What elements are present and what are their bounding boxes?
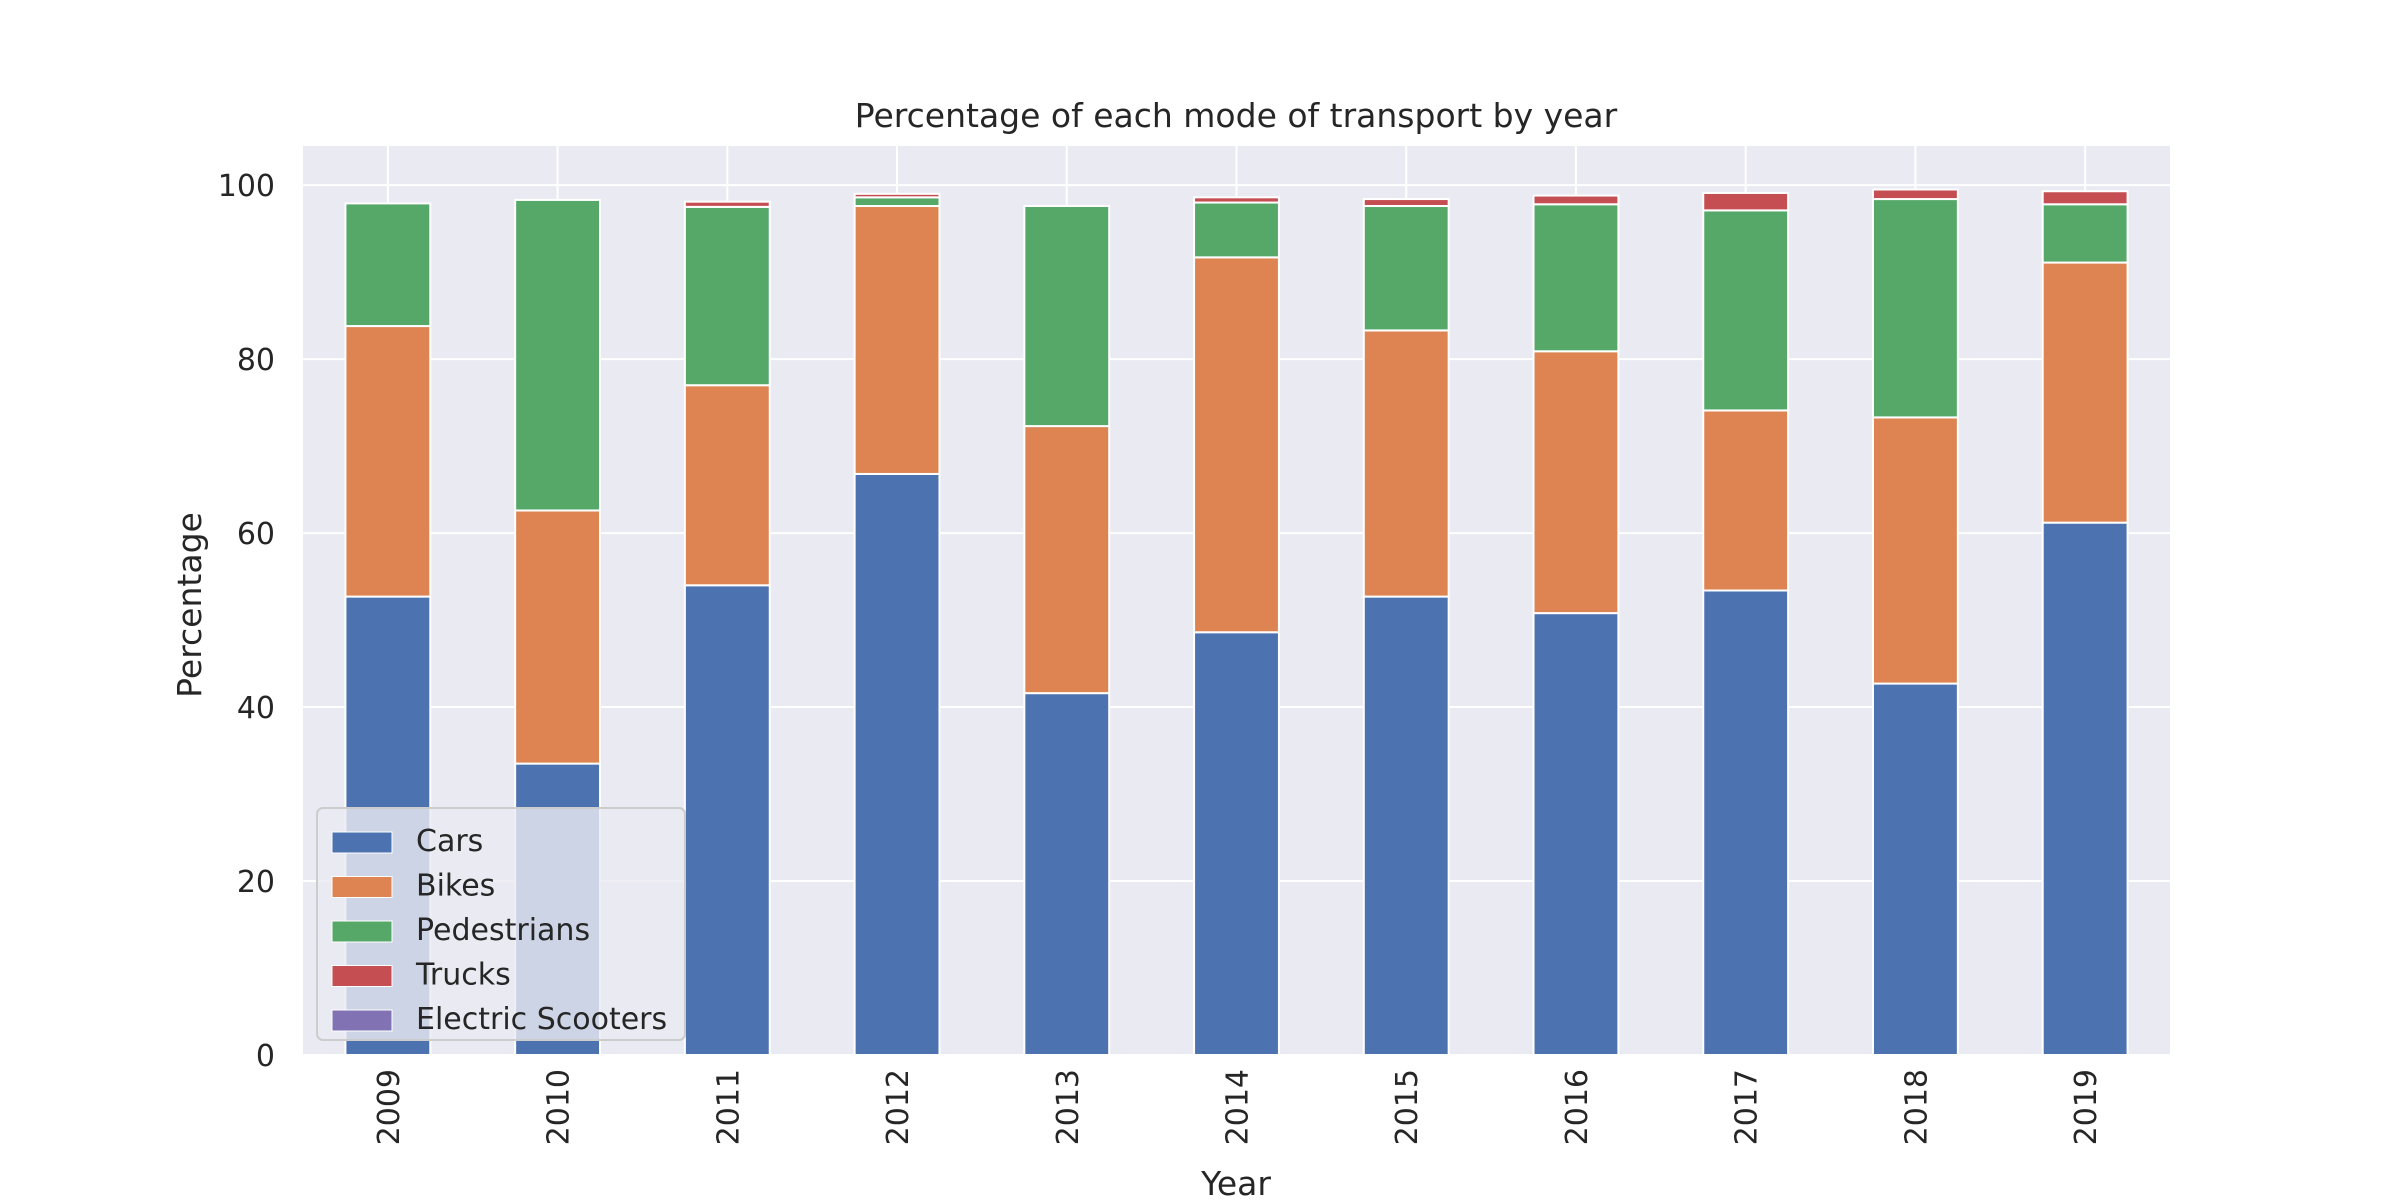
bar-segment-bikes-2013	[1023, 425, 1111, 695]
legend-swatch	[331, 965, 393, 987]
y-tick-label: 0	[256, 1039, 275, 1074]
bar-segment-cars-2011	[683, 584, 771, 1056]
x-tick-label: 2009	[372, 1069, 407, 1145]
bar-segment-trucks-2011	[683, 200, 771, 208]
bar-segment-pedestrians-2017	[1702, 209, 1790, 412]
x-tick-label: 2014	[1221, 1069, 1256, 1145]
bar-segment-bikes-2009	[344, 325, 432, 598]
x-tick-label: 2016	[1560, 1069, 1595, 1145]
bar-segment-pedestrians-2009	[344, 202, 432, 328]
bar-segment-trucks-2016	[1532, 194, 1620, 206]
y-axis-label: Percentage	[170, 512, 209, 698]
bar-segment-trucks-2019	[2041, 190, 2129, 206]
legend-label: Cars	[416, 824, 483, 859]
bar-segment-bikes-2012	[853, 205, 941, 475]
x-tick-label: 2011	[711, 1069, 746, 1145]
bar-segment-cars-2013	[1023, 692, 1111, 1056]
bar-segment-bikes-2011	[683, 384, 771, 587]
x-tick-label: 2015	[1390, 1069, 1425, 1145]
x-tick-label: 2019	[2069, 1069, 2104, 1145]
bar-segment-pedestrians-2018	[1871, 198, 1959, 419]
y-tick-label: 20	[237, 865, 275, 900]
x-tick-label: 2012	[881, 1069, 916, 1145]
bar-segment-trucks-2014	[1193, 196, 1280, 204]
bar-segment-cars-2019	[2041, 521, 2129, 1056]
bar-segment-trucks-2017	[1702, 191, 1790, 212]
bar-segment-bikes-2010	[514, 509, 602, 765]
bar-segment-cars-2016	[1532, 612, 1620, 1056]
legend: Cars Bikes Pedestrians Trucks Electric Scoot…	[316, 807, 686, 1041]
y-tick-label: 80	[237, 343, 275, 378]
legend-label: Bikes	[416, 869, 495, 904]
x-tick-label: 2018	[1899, 1069, 1934, 1145]
bar-segment-bikes-2016	[1532, 350, 1620, 615]
legend-swatch	[331, 831, 393, 854]
legend-swatch	[331, 876, 393, 898]
bar-segment-bikes-2014	[1193, 256, 1280, 634]
y-tick-label: 40	[237, 691, 275, 726]
bar-segment-cars-2014	[1193, 631, 1280, 1056]
y-tick-label: 100	[218, 169, 275, 204]
bar-segment-bikes-2015	[1362, 329, 1450, 598]
bar-segment-trucks-2018	[1871, 188, 1959, 201]
legend-swatch	[331, 1009, 393, 1032]
bar-segment-cars-2017	[1702, 589, 1790, 1056]
y-tick-label: 60	[237, 517, 275, 552]
bar-segment-trucks-2015	[1362, 198, 1450, 208]
x-axis-label: Year	[1200, 1164, 1271, 1200]
bar-segment-cars-2012	[853, 472, 941, 1056]
bar-segment-bikes-2017	[1702, 409, 1790, 592]
bar-segment-bikes-2019	[2041, 261, 2129, 524]
bar-segment-cars-2018	[1871, 682, 1959, 1056]
bar-segment-trucks-2012	[853, 192, 941, 199]
legend-label: Pedestrians	[416, 913, 590, 948]
bar-segment-pedestrians-2011	[683, 205, 771, 387]
y-tick-labels: 0 20 40 60 80 100	[218, 169, 275, 1074]
bar-segment-bikes-2018	[1871, 416, 1959, 685]
legend-box	[316, 807, 686, 1041]
x-tick-label: 2013	[1051, 1069, 1086, 1145]
x-tick-label: 2010	[542, 1069, 577, 1145]
bar-segment-pedestrians-2013	[1023, 205, 1111, 428]
bar-segment-pedestrians-2010	[514, 198, 602, 512]
legend-label: Electric Scooters	[416, 1002, 667, 1037]
bar-segment-cars-2015	[1362, 595, 1450, 1056]
legend-label: Trucks	[415, 958, 511, 993]
legend-swatch	[331, 920, 393, 943]
bar-segment-pedestrians-2019	[2041, 203, 2129, 264]
bar-segment-pedestrians-2015	[1362, 205, 1450, 332]
bar-segment-pedestrians-2012	[853, 196, 941, 208]
bar-segment-pedestrians-2014	[1193, 201, 1280, 259]
x-tick-labels: 2009 2010 2011 2012 2013 2014 2015 2016 2017 2018…	[372, 1069, 2104, 1145]
x-tick-label: 2017	[1730, 1069, 1765, 1145]
bar-segment-pedestrians-2016	[1532, 203, 1620, 353]
chart-title: Percentage of each mode of transport by …	[855, 96, 1618, 135]
